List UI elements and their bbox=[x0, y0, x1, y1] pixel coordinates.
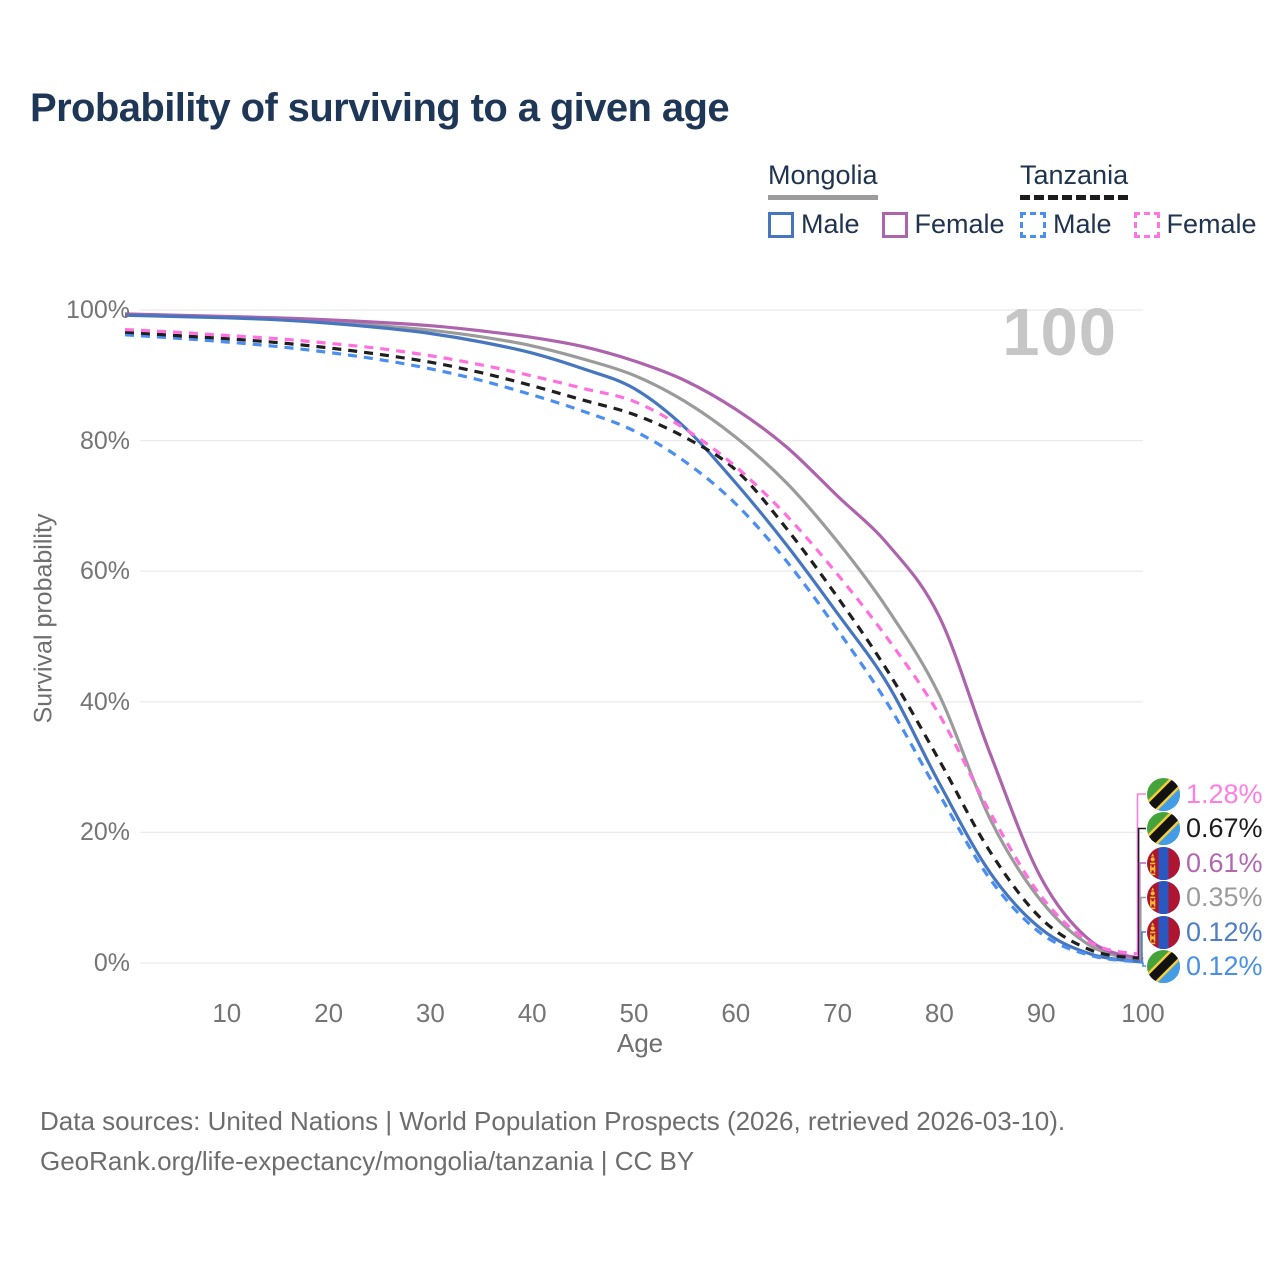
series-line-tz_total[interactable] bbox=[124, 330, 1144, 961]
x-tick-label-100: 100 bbox=[1121, 998, 1165, 1028]
x-tick-label-80: 80 bbox=[924, 998, 954, 1028]
legend-group-mongolia: Mongolia Male Female bbox=[768, 160, 1027, 240]
end-label-mn_male: 0.12% bbox=[1147, 915, 1263, 949]
mongolia-flag-icon bbox=[1147, 881, 1180, 914]
end-label-value: 0.12% bbox=[1186, 916, 1263, 947]
y-tick-label-80: 80% bbox=[79, 426, 130, 455]
legend-group-tanzania: Tanzania Male Female bbox=[1020, 160, 1279, 240]
leader-line-mn_male bbox=[1141, 931, 1146, 963]
legend-item-label: Female bbox=[914, 209, 1005, 239]
y-tick-label-100: 100% bbox=[66, 296, 130, 324]
legend-country-tanzania[interactable]: Tanzania bbox=[1020, 160, 1129, 200]
tanzania-flag-icon bbox=[1147, 812, 1180, 845]
page-title: Probability of surviving to a given age bbox=[30, 86, 730, 130]
end-label-tz_male: 0.12% bbox=[1147, 949, 1263, 983]
end-label-value: 1.28% bbox=[1186, 778, 1263, 809]
x-tick-label-10: 10 bbox=[212, 998, 242, 1028]
x-tick-label-50: 50 bbox=[619, 998, 649, 1028]
legend-item-label: Female bbox=[1166, 209, 1257, 239]
x-tick-label-70: 70 bbox=[823, 998, 853, 1028]
mongolia-flag-icon bbox=[1147, 915, 1180, 949]
x-axis-title: Age bbox=[616, 1028, 664, 1058]
legend-item-tanzania-female[interactable]: Female bbox=[1133, 209, 1257, 240]
end-label-mn_female: 0.61% bbox=[1147, 846, 1263, 880]
y-tick-label-40: 40% bbox=[79, 687, 130, 716]
legend-item-label: Male bbox=[801, 209, 860, 239]
y-tick-label-20: 20% bbox=[79, 818, 130, 847]
legend-swatch-icon bbox=[1133, 211, 1160, 238]
y-tick-label-60: 60% bbox=[79, 557, 130, 586]
tanzania-flag-icon bbox=[1147, 949, 1180, 983]
end-label-value: 0.12% bbox=[1186, 950, 1263, 981]
x-tick-label-40: 40 bbox=[517, 998, 547, 1028]
footer-attribution: GeoRank.org/life-expectancy/mongolia/tan… bbox=[40, 1146, 695, 1176]
series-line-tz_male[interactable] bbox=[124, 333, 1144, 964]
footer-data-sources: Data sources: United Nations | World Pop… bbox=[40, 1106, 1066, 1136]
legend-item-mongolia-male[interactable]: Male bbox=[768, 209, 860, 240]
end-label-value: 0.67% bbox=[1186, 813, 1263, 843]
legend-swatch-icon bbox=[881, 211, 908, 238]
series-line-mn_female[interactable] bbox=[124, 312, 1144, 961]
legend-item-mongolia-female[interactable]: Female bbox=[881, 209, 1005, 240]
tanzania-flag-icon bbox=[1147, 777, 1180, 811]
y-tick-label-0: 0% bbox=[93, 949, 130, 977]
legend-item-tanzania-male[interactable]: Male bbox=[1020, 209, 1112, 240]
end-label-value: 0.61% bbox=[1186, 847, 1263, 878]
leader-line-tz_male bbox=[1142, 962, 1146, 967]
legend-item-label: Male bbox=[1053, 209, 1112, 239]
end-label-value: 0.35% bbox=[1186, 882, 1263, 912]
end-label-tz_total: 0.67% bbox=[1147, 812, 1263, 846]
age-watermark: 100 bbox=[1002, 295, 1117, 370]
series-line-mn_total[interactable] bbox=[124, 313, 1144, 963]
x-tick-label-60: 60 bbox=[721, 998, 751, 1028]
x-tick-label-30: 30 bbox=[415, 998, 445, 1028]
mongolia-flag-icon bbox=[1147, 846, 1180, 880]
end-label-tz_female: 1.28% bbox=[1147, 777, 1263, 811]
legend-swatch-icon bbox=[768, 211, 794, 238]
y-axis-title: Survival probability bbox=[29, 513, 58, 724]
legend-swatch-icon bbox=[1020, 211, 1046, 238]
end-label-mn_total: 0.35% bbox=[1147, 881, 1263, 915]
series-line-mn_male[interactable] bbox=[124, 313, 1144, 964]
x-tick-label-20: 20 bbox=[314, 998, 344, 1028]
series-line-tz_female[interactable] bbox=[124, 328, 1144, 957]
legend-country-mongolia[interactable]: Mongolia bbox=[768, 160, 878, 200]
x-tick-label-90: 90 bbox=[1026, 998, 1056, 1028]
